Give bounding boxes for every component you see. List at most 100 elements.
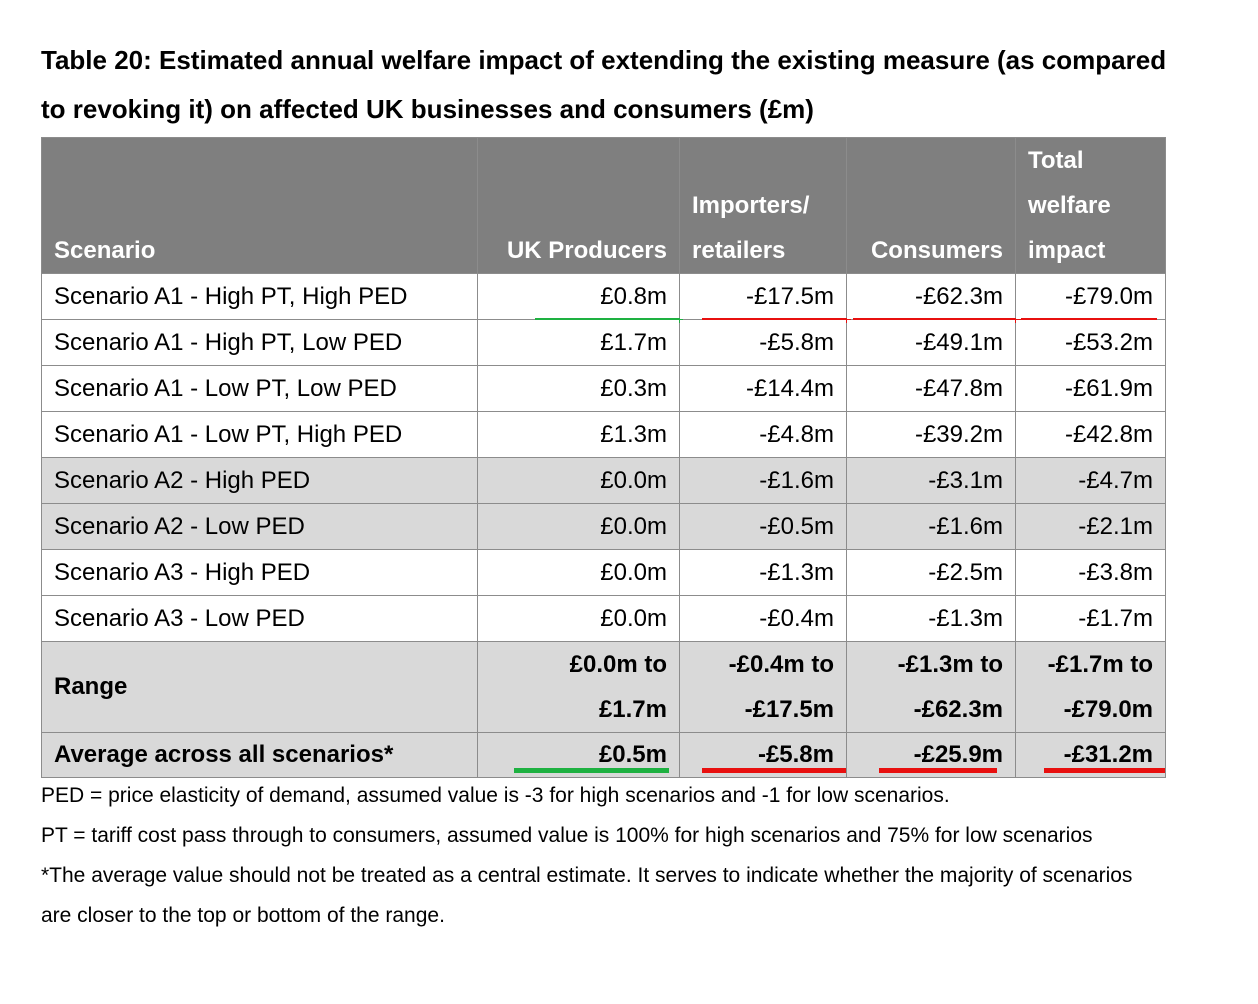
cell-scenario: Scenario A1 - Low PT, Low PED bbox=[41, 365, 478, 412]
cell-consumers: -£3.1m bbox=[846, 457, 1016, 504]
average-uk-producers: £0.5m bbox=[477, 732, 680, 778]
header-scenario: Scenario bbox=[41, 137, 478, 274]
header-total-line2: welfare bbox=[1028, 192, 1111, 219]
header-consumers: Consumers bbox=[846, 137, 1016, 274]
range-value-line2: -£62.3m bbox=[913, 696, 1003, 723]
cell-consumers: -£1.6m bbox=[846, 503, 1016, 550]
cell-value: -£17.5m bbox=[745, 282, 834, 310]
cell-total: -£4.7m bbox=[1015, 457, 1166, 504]
header-importers-line1: Importers/ bbox=[692, 192, 810, 219]
header-total: Total welfare impact bbox=[1015, 137, 1166, 274]
cell-importers: -£5.8m bbox=[679, 319, 847, 366]
cell-scenario: Scenario A3 - Low PED bbox=[41, 595, 478, 642]
cell-total: -£2.1m bbox=[1015, 503, 1166, 550]
cell-uk-producers: £1.3m bbox=[477, 411, 680, 458]
range-value-line1: -£1.3m to bbox=[897, 651, 1003, 678]
header-importers-line2: retailers bbox=[692, 237, 786, 264]
header-consumers-label: Consumers bbox=[870, 237, 1003, 264]
average-row: Average across all scenarios* £0.5m -£5.… bbox=[41, 732, 1166, 778]
cell-consumers: -£1.3m bbox=[846, 595, 1016, 642]
table-row: Scenario A1 - Low PT, High PED £1.3m -£4… bbox=[41, 411, 1166, 458]
green-underline-mark bbox=[514, 768, 669, 773]
average-total: -£31.2m bbox=[1015, 732, 1166, 778]
welfare-impact-table: Scenario UK Producers Importers/ retaile… bbox=[41, 137, 1166, 778]
cell-total: -£61.9m bbox=[1015, 365, 1166, 412]
cell-value: -£5.8m bbox=[757, 741, 834, 768]
cell-importers: -£14.4m bbox=[679, 365, 847, 412]
cell-importers: -£1.3m bbox=[679, 549, 847, 596]
table-row: Scenario A1 - High PT, High PED £0.8m -£… bbox=[41, 273, 1166, 323]
cell-uk-producers: £0.8m bbox=[477, 273, 683, 323]
cell-consumers: -£49.1m bbox=[846, 319, 1016, 366]
cell-value: -£25.9m bbox=[913, 741, 1003, 768]
note-ped: PED = price elasticity of demand, assume… bbox=[41, 784, 950, 807]
cell-scenario: Scenario A1 - High PT, High PED bbox=[41, 273, 478, 320]
cell-value: -£31.2m bbox=[1063, 741, 1153, 768]
note-pt: PT = tariff cost pass through to consume… bbox=[41, 824, 1093, 847]
cell-uk-producers: £0.0m bbox=[477, 595, 680, 642]
red-underline-mark bbox=[702, 768, 846, 773]
cell-scenario: Scenario A2 - High PED bbox=[41, 457, 478, 504]
table-row: Scenario A1 - Low PT, Low PED £0.3m -£14… bbox=[41, 365, 1166, 412]
cell-uk-producers: £1.7m bbox=[477, 319, 680, 366]
header-total-line1: Total bbox=[1028, 147, 1084, 174]
cell-uk-producers: £0.0m bbox=[477, 457, 680, 504]
cell-value: -£79.0m bbox=[1064, 282, 1153, 310]
cell-total: -£42.8m bbox=[1015, 411, 1166, 458]
range-row: Range £0.0m to £1.7m -£0.4m to -£17.5m -… bbox=[41, 641, 1166, 733]
cell-consumers: -£62.3m bbox=[846, 273, 1021, 323]
average-label: Average across all scenarios* bbox=[41, 732, 478, 778]
cell-consumers: -£2.5m bbox=[846, 549, 1016, 596]
table-row: Scenario A3 - Low PED £0.0m -£0.4m -£1.3… bbox=[41, 595, 1166, 642]
range-importers: -£0.4m to -£17.5m bbox=[679, 641, 847, 733]
table-row: Scenario A2 - Low PED £0.0m -£0.5m -£1.6… bbox=[41, 503, 1166, 550]
cell-uk-producers: £0.3m bbox=[477, 365, 680, 412]
header-importers: Importers/ retailers bbox=[679, 137, 847, 274]
average-consumers: -£25.9m bbox=[846, 732, 1016, 778]
cell-scenario: Scenario A3 - High PED bbox=[41, 549, 478, 596]
header-total-line3: impact bbox=[1028, 237, 1106, 264]
cell-uk-producers: £0.0m bbox=[477, 503, 680, 550]
cell-total: -£79.0m bbox=[1015, 273, 1166, 323]
cell-total: -£3.8m bbox=[1015, 549, 1166, 596]
header-uk-producers: UK Producers bbox=[477, 137, 680, 274]
header-row: Scenario UK Producers Importers/ retaile… bbox=[41, 137, 1166, 274]
cell-value: £0.8m bbox=[600, 282, 667, 310]
average-importers: -£5.8m bbox=[679, 732, 847, 778]
red-underline-mark bbox=[879, 768, 997, 773]
range-label: Range bbox=[41, 641, 478, 733]
cell-consumers: -£47.8m bbox=[846, 365, 1016, 412]
cell-importers: -£1.6m bbox=[679, 457, 847, 504]
range-consumers: -£1.3m to -£62.3m bbox=[846, 641, 1016, 733]
range-value-line1: -£0.4m to bbox=[728, 651, 834, 678]
cell-importers: -£0.4m bbox=[679, 595, 847, 642]
table-title: Table 20: Estimated annual welfare impac… bbox=[41, 45, 1167, 124]
cell-uk-producers: £0.0m bbox=[477, 549, 680, 596]
cell-value: -£62.3m bbox=[914, 282, 1003, 310]
cell-importers: -£0.5m bbox=[679, 503, 847, 550]
cell-total: -£1.7m bbox=[1015, 595, 1166, 642]
table-row: Scenario A3 - High PED £0.0m -£1.3m -£2.… bbox=[41, 549, 1166, 596]
table-row: Scenario A1 - High PT, Low PED £1.7m -£5… bbox=[41, 319, 1166, 366]
range-uk-producers: £0.0m to £1.7m bbox=[477, 641, 680, 733]
table-row: Scenario A2 - High PED £0.0m -£1.6m -£3.… bbox=[41, 457, 1166, 504]
cell-scenario: Scenario A1 - High PT, Low PED bbox=[41, 319, 478, 366]
cell-consumers: -£39.2m bbox=[846, 411, 1016, 458]
cell-value: £0.5m bbox=[598, 741, 667, 768]
range-value-line2: £1.7m bbox=[598, 696, 667, 723]
cell-scenario: Scenario A1 - Low PT, High PED bbox=[41, 411, 478, 458]
range-value-line2: -£79.0m bbox=[1063, 696, 1153, 723]
header-uk-producers-label: UK Producers bbox=[506, 237, 667, 264]
table-notes: PED = price elasticity of demand, assume… bbox=[41, 776, 1221, 936]
range-value-line1: -£1.7m to bbox=[1047, 651, 1153, 678]
range-value-line2: -£17.5m bbox=[744, 696, 834, 723]
cell-importers: -£17.5m bbox=[679, 273, 851, 323]
cell-importers: -£4.8m bbox=[679, 411, 847, 458]
note-average: *The average value should not be treated… bbox=[41, 864, 1133, 927]
range-value-line1: £0.0m to bbox=[569, 651, 667, 678]
range-total: -£1.7m to -£79.0m bbox=[1015, 641, 1166, 733]
red-underline-mark bbox=[1044, 768, 1165, 773]
cell-scenario: Scenario A2 - Low PED bbox=[41, 503, 478, 550]
header-scenario-label: Scenario bbox=[54, 237, 156, 264]
cell-total: -£53.2m bbox=[1015, 319, 1166, 366]
